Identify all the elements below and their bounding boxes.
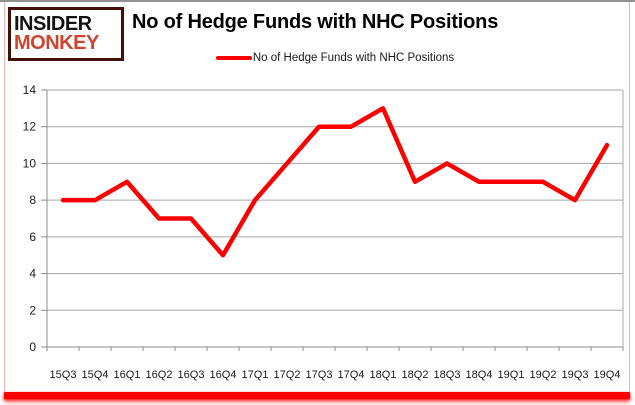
x-tick-label: 16Q1 xyxy=(114,369,141,381)
x-tick-label: 16Q2 xyxy=(146,369,173,381)
frame-right-border xyxy=(629,2,630,393)
x-tick-label: 18Q4 xyxy=(466,369,493,381)
x-tick-label: 17Q1 xyxy=(242,369,269,381)
x-tick-label: 19Q3 xyxy=(562,369,589,381)
x-tick-label: 17Q2 xyxy=(274,369,301,381)
insider-monkey-logo: INSIDER MONKEY xyxy=(8,7,124,61)
chart-legend: No of Hedge Funds with NHC Positions xyxy=(47,52,623,64)
y-tick-label: 8 xyxy=(29,193,36,207)
bottom-red-bar xyxy=(4,392,630,399)
y-tick-label: 10 xyxy=(23,156,37,170)
frame-left-border xyxy=(4,2,5,393)
legend-label: No of Hedge Funds with NHC Positions xyxy=(252,52,455,64)
y-tick-label: 0 xyxy=(29,340,36,354)
x-tick-label: 19Q1 xyxy=(498,369,525,381)
x-tick-label: 17Q4 xyxy=(338,369,365,381)
x-tick-label: 15Q3 xyxy=(50,369,77,381)
y-tick-label: 6 xyxy=(29,230,36,244)
x-tick-label: 17Q3 xyxy=(306,369,333,381)
x-tick-label: 18Q1 xyxy=(370,369,397,381)
x-tick-label: 16Q4 xyxy=(210,369,237,381)
y-tick-label: 4 xyxy=(29,267,36,281)
legend-line-swatch xyxy=(215,56,252,60)
page-title: No of Hedge Funds with NHC Positions xyxy=(132,11,499,33)
frame-top-border xyxy=(0,0,635,2)
x-tick-label: 19Q4 xyxy=(594,369,621,381)
series-line xyxy=(60,106,610,258)
x-tick-label: 18Q2 xyxy=(402,369,429,381)
y-tick-label: 12 xyxy=(23,120,37,134)
y-tick-label: 14 xyxy=(23,83,37,97)
x-tick-label: 18Q3 xyxy=(434,369,461,381)
x-tick-label: 16Q3 xyxy=(178,369,205,381)
x-tick-label: 19Q2 xyxy=(530,369,557,381)
logo-text-monkey: MONKEY xyxy=(14,31,99,54)
x-tick-label: 15Q4 xyxy=(82,369,109,381)
logo-text-insider: INSIDER xyxy=(14,12,92,35)
y-tick-label: 2 xyxy=(29,303,36,317)
